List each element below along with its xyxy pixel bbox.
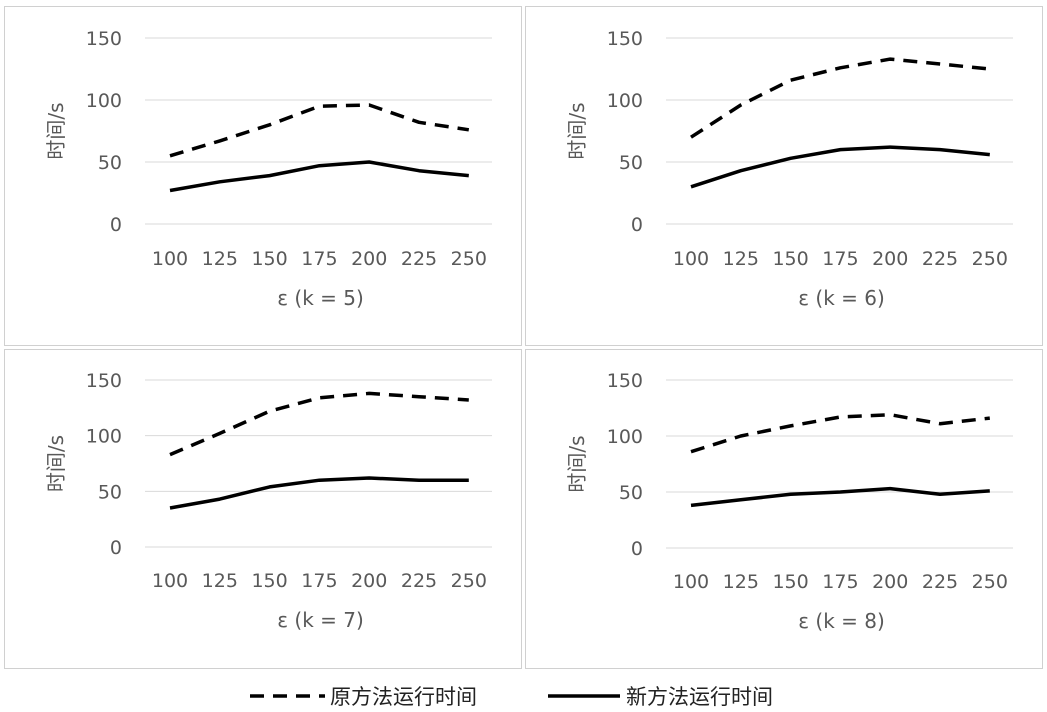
x-tick-label: 100 [152, 570, 188, 592]
y-tick-label: 150 [86, 28, 122, 50]
x-tick-label: 175 [301, 570, 337, 592]
x-tick-label: 150 [772, 571, 808, 593]
y-tick-label: 150 [607, 28, 643, 50]
chart-svg: 0 50 100 150 100 125 150 175 200 225 250 时间/s ε (k =… [44, 28, 492, 310]
chart-panel-k7: 0 50 100 150 100 125 150 175 200 225 250 时间/s ε (k =… [4, 349, 522, 669]
y-axis-label: 时间/s [565, 102, 589, 159]
y-tick-label: 100 [607, 90, 643, 112]
x-tick-label: 225 [922, 571, 958, 593]
x-tick-label: 250 [451, 248, 487, 270]
y-tick-label: 50 [98, 152, 122, 174]
x-tick-label: 150 [251, 570, 287, 592]
series-line-new [169, 160, 469, 193]
x-tick-label: 250 [972, 248, 1008, 270]
x-axis-label: ε (k = 5) [277, 286, 364, 310]
x-axis-label: ε (k = 8) [798, 609, 885, 633]
x-tick-label: 100 [673, 248, 709, 270]
series-line-new [690, 486, 990, 508]
x-tick-label: 125 [202, 570, 238, 592]
x-tick-label: 250 [972, 571, 1008, 593]
x-tick-label: 225 [922, 248, 958, 270]
x-tick-label: 150 [251, 248, 287, 270]
y-axis-label: 时间/s [44, 102, 68, 159]
chart-svg: 0 50 100 150 100 125 150 175 200 225 250 时间/s ε (k =… [565, 370, 1013, 633]
y-tick-label: 100 [607, 426, 643, 448]
x-tick-label: 200 [351, 248, 387, 270]
legend: 原方法运行时间 新方法运行时间 [250, 685, 773, 709]
y-tick-label: 0 [110, 214, 122, 236]
x-tick-label: 175 [822, 248, 858, 270]
series-line-original [690, 412, 990, 454]
x-axis-label: ε (k = 7) [277, 608, 364, 632]
chart-panel-k5: 0 50 100 150 100 125 150 175 200 225 250 时间/s ε (k =… [4, 6, 522, 346]
y-tick-label: 50 [619, 152, 643, 174]
y-tick-label: 50 [619, 482, 643, 504]
series-line-original [169, 391, 469, 457]
chart-svg: 0 50 100 150 100 125 150 175 200 225 250 时间/s ε (k =… [44, 370, 492, 632]
x-tick-label: 150 [772, 248, 808, 270]
legend-label-original: 原方法运行时间 [330, 685, 477, 709]
series-line-new [169, 476, 469, 510]
y-tick-label: 150 [607, 370, 643, 392]
series-line-original [690, 57, 990, 139]
x-tick-label: 200 [351, 570, 387, 592]
x-tick-label: 200 [872, 248, 908, 270]
x-tick-label: 125 [723, 248, 759, 270]
series-line-new [690, 145, 990, 189]
chart-panel-k8: 0 50 100 150 100 125 150 175 200 225 250 时间/s ε (k =… [525, 349, 1043, 669]
x-tick-label: 200 [872, 571, 908, 593]
y-tick-label: 50 [98, 481, 122, 503]
x-tick-label: 175 [301, 248, 337, 270]
y-tick-label: 0 [110, 537, 122, 559]
y-tick-label: 0 [631, 538, 643, 560]
y-tick-label: 100 [86, 426, 122, 448]
y-tick-label: 0 [631, 214, 643, 236]
x-tick-label: 225 [401, 570, 437, 592]
x-tick-label: 225 [401, 248, 437, 270]
legend-label-new: 新方法运行时间 [626, 685, 773, 709]
y-tick-label: 150 [86, 370, 122, 392]
y-axis-label: 时间/s [44, 435, 68, 492]
chart-panel-k6: 0 50 100 150 100 125 150 175 200 225 250 时间/s ε (k =… [525, 6, 1043, 346]
y-tick-label: 100 [86, 90, 122, 112]
x-tick-label: 125 [723, 571, 759, 593]
series-line-original [169, 103, 470, 158]
chart-svg: 0 50 100 150 100 125 150 175 200 225 250 时间/s ε (k =… [565, 28, 1013, 310]
x-tick-label: 100 [673, 571, 709, 593]
x-axis-label: ε (k = 6) [798, 286, 885, 310]
x-tick-label: 175 [822, 571, 858, 593]
x-tick-label: 250 [451, 570, 487, 592]
x-tick-label: 125 [202, 248, 238, 270]
y-axis-label: 时间/s [565, 435, 589, 492]
x-tick-label: 100 [152, 248, 188, 270]
